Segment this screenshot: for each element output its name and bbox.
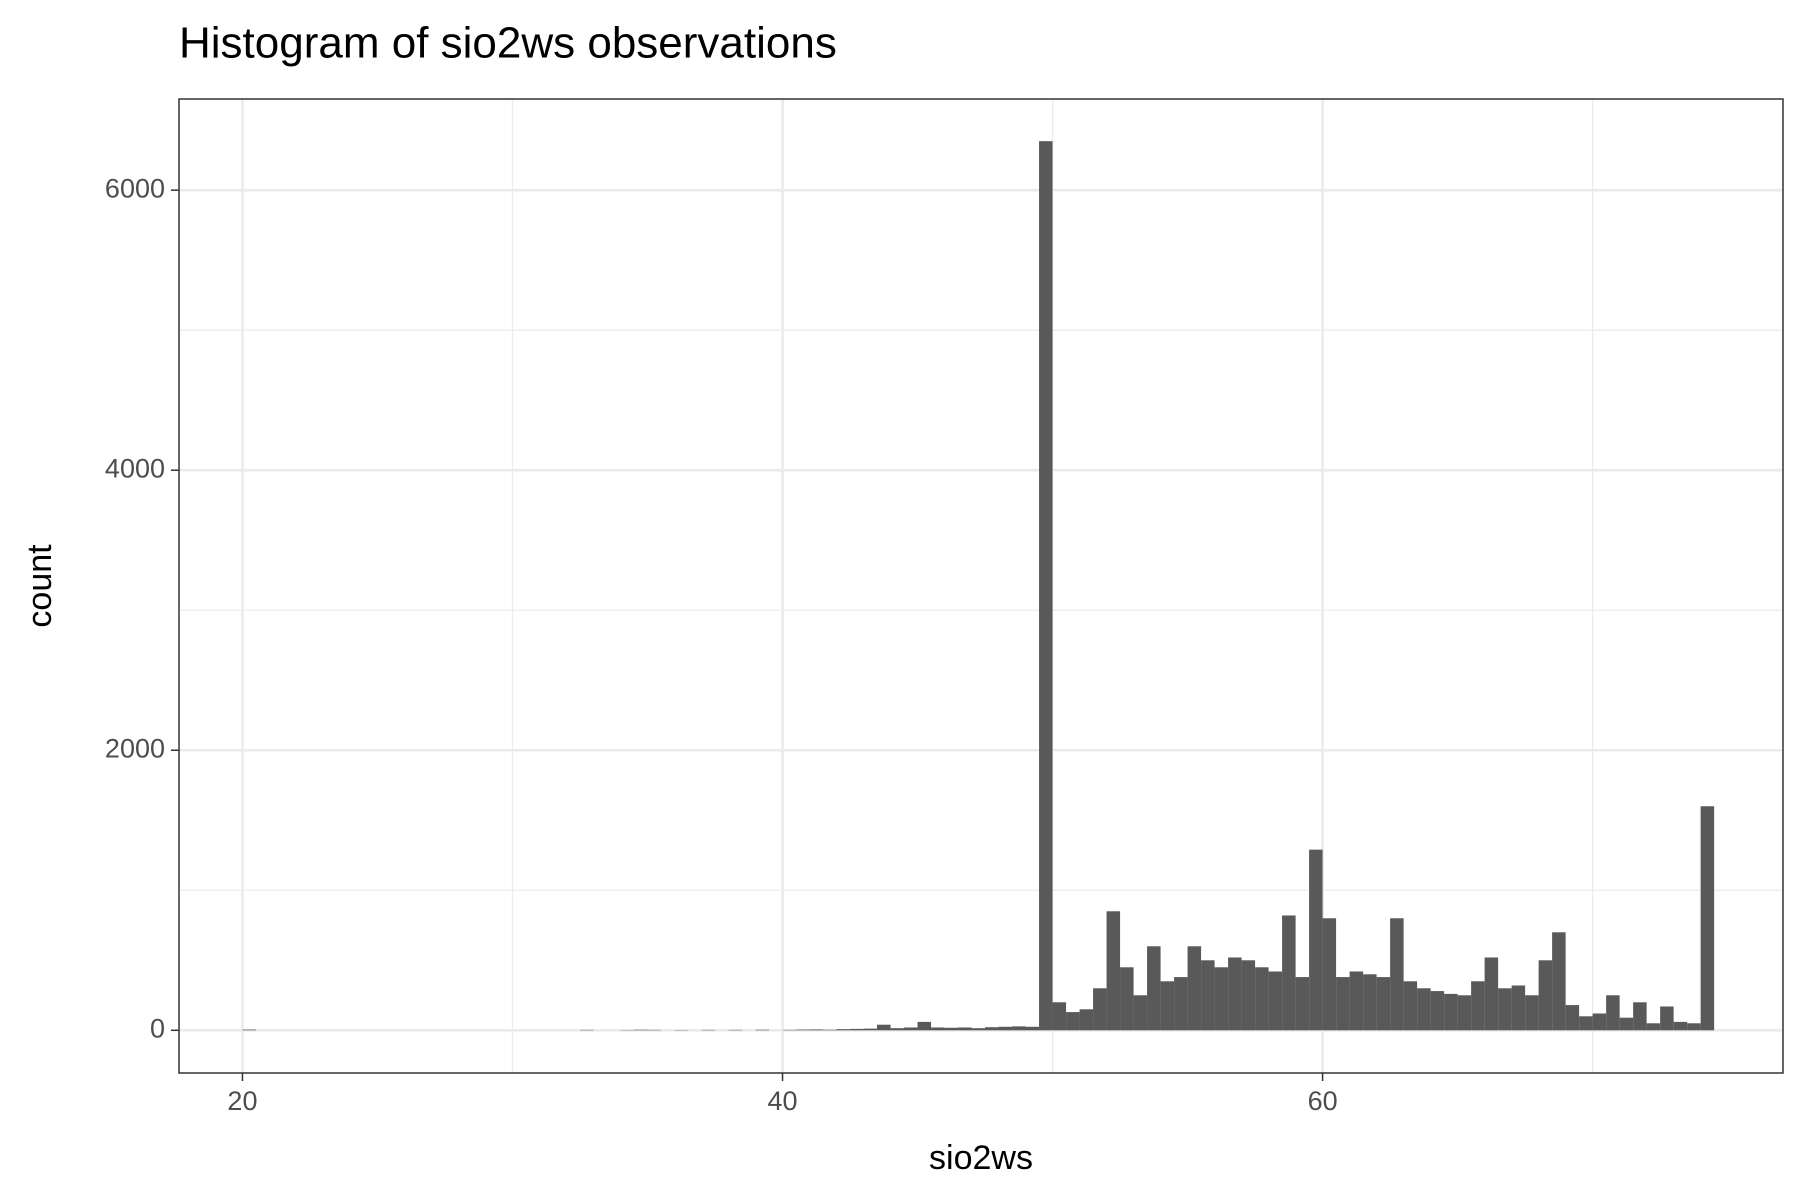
bar [1093, 988, 1107, 1031]
bar [1012, 1026, 1026, 1031]
y-axis-label: count [21, 544, 59, 628]
bar [931, 1027, 945, 1031]
x-tick-label: 20 [227, 1086, 257, 1116]
bar [1039, 141, 1053, 1031]
bar [796, 1029, 810, 1031]
bar [1336, 977, 1350, 1031]
bar [1646, 1023, 1661, 1031]
chart-title: Histogram of sio2ws observations [179, 19, 837, 68]
bar [998, 1026, 1013, 1031]
bar [1120, 967, 1134, 1031]
bar [1660, 1006, 1674, 1031]
bar [1309, 849, 1323, 1031]
bar [1228, 957, 1242, 1031]
x-axis-label: sio2ws [929, 1139, 1033, 1177]
bar [985, 1027, 999, 1031]
bar [1687, 1023, 1701, 1031]
bar [1268, 971, 1283, 1031]
bar [1241, 960, 1256, 1031]
bar [1444, 993, 1458, 1031]
bar [904, 1027, 918, 1031]
bar [1633, 1002, 1647, 1031]
bar [1457, 995, 1472, 1031]
bar [1471, 981, 1485, 1031]
y-tick-label: 4000 [105, 453, 165, 483]
bar [242, 1029, 256, 1031]
bar [1511, 985, 1526, 1031]
bar [1363, 974, 1377, 1031]
bar [1579, 1016, 1593, 1031]
bar [863, 1028, 878, 1031]
bar [755, 1029, 770, 1031]
y-tick-label: 2000 [105, 733, 165, 763]
bar [1282, 915, 1296, 1031]
bar [1187, 946, 1202, 1031]
bar [1498, 988, 1512, 1031]
bar [1147, 946, 1161, 1031]
x-tick-label: 60 [1308, 1086, 1338, 1116]
bar [1525, 995, 1539, 1031]
x-tick-label: 40 [768, 1086, 798, 1116]
bar [823, 1029, 837, 1031]
bar [1052, 1002, 1067, 1031]
bar [1295, 977, 1310, 1031]
bar [1255, 967, 1269, 1031]
y-tick-label: 6000 [105, 173, 165, 203]
bar [971, 1028, 986, 1031]
bar [944, 1027, 959, 1031]
bar [1066, 1012, 1080, 1031]
bar [890, 1028, 905, 1031]
bar [850, 1028, 864, 1031]
bar [1376, 977, 1391, 1031]
bar [809, 1029, 824, 1031]
bar [1160, 981, 1175, 1031]
bar [877, 1024, 891, 1031]
panel-border [178, 98, 1784, 1074]
bar [1106, 911, 1121, 1031]
bar [1417, 988, 1431, 1031]
y-tick-label: 0 [150, 1013, 165, 1043]
bar [1552, 932, 1566, 1031]
bar [1390, 918, 1404, 1031]
bar [1484, 957, 1499, 1031]
bar [1214, 967, 1229, 1031]
bar [1322, 918, 1337, 1031]
bar [1606, 995, 1620, 1031]
bar [1349, 971, 1364, 1031]
bar [1619, 1017, 1634, 1031]
bar [1079, 1009, 1094, 1031]
bar [836, 1029, 851, 1031]
bar [1538, 960, 1553, 1031]
bar [1133, 995, 1148, 1031]
bar [1174, 977, 1188, 1031]
bar [958, 1027, 972, 1031]
bar [634, 1029, 648, 1031]
bar [1403, 981, 1418, 1031]
bar [1673, 1021, 1688, 1031]
bar [1201, 960, 1215, 1031]
bar [917, 1021, 932, 1031]
bar [1700, 806, 1715, 1031]
bar [1430, 991, 1445, 1031]
bar [1025, 1026, 1040, 1031]
bar [1592, 1013, 1607, 1031]
bar [1565, 1005, 1580, 1031]
